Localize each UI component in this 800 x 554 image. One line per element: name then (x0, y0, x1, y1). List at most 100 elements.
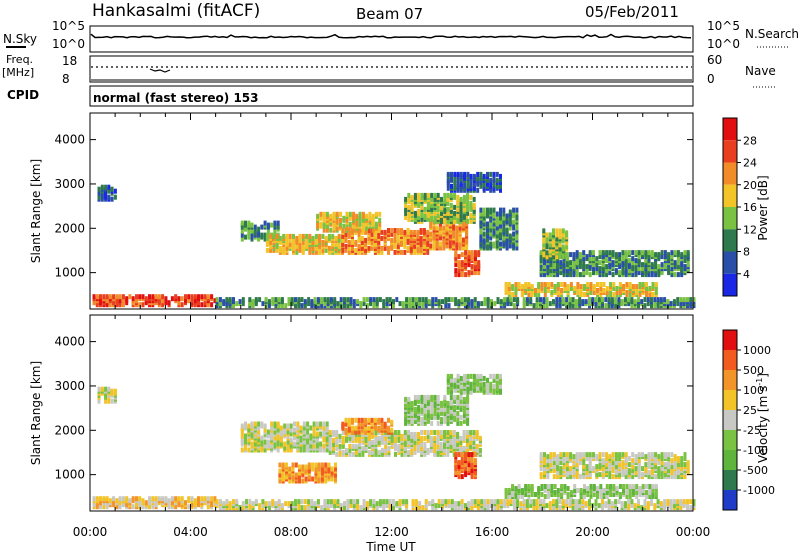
echo-cell (560, 288, 564, 293)
echo-cell (479, 233, 483, 239)
echo-cell (305, 233, 309, 239)
echo-cell (322, 211, 326, 217)
echo-cell (657, 466, 661, 472)
freq-blip (149, 68, 171, 73)
echo-cell (275, 247, 279, 253)
echo-cell (476, 171, 480, 177)
echo-cell (367, 449, 371, 455)
echo-cell (382, 303, 386, 309)
echo-cell (411, 499, 415, 505)
echo-cell (203, 496, 207, 502)
echo-cell (144, 500, 148, 506)
echo-cell (348, 211, 352, 217)
echo-cell (670, 452, 674, 458)
echo-cell (357, 417, 361, 423)
echo-cell (555, 301, 559, 307)
echo-cell (378, 225, 382, 231)
echo-cell (367, 235, 371, 241)
echo-cell (456, 410, 460, 416)
echo-cell (527, 282, 531, 287)
echo-cell (673, 272, 677, 278)
echo-cell (341, 241, 345, 247)
echo-cell (174, 496, 178, 502)
echo-cell (335, 451, 339, 457)
echo-cell (273, 421, 277, 427)
echo-cell (383, 421, 387, 427)
echo-cell (452, 231, 456, 237)
echo-cell (433, 192, 437, 198)
echo-cell (180, 496, 184, 502)
echo-cell (426, 249, 430, 255)
echo-cell (365, 213, 369, 219)
echo-cell (378, 499, 382, 505)
echo-cell (266, 429, 270, 435)
echo-cell (460, 503, 464, 509)
echo-cell (358, 227, 362, 233)
echo-cell (424, 503, 428, 509)
echo-cell (414, 301, 418, 307)
echo-cell (347, 417, 351, 423)
echo-cell (601, 458, 605, 464)
echo-cell (486, 233, 489, 239)
echo-cell (605, 290, 609, 295)
echo-cell (113, 188, 117, 194)
echo-cell (344, 427, 348, 433)
echo-cell (197, 294, 200, 300)
cpid-value: normal (fast stereo) 153 (93, 91, 259, 105)
echo-cell (562, 262, 566, 268)
echo-cell (532, 499, 536, 505)
echo-cell (316, 297, 320, 303)
echo-cell (400, 239, 403, 245)
echo-cell (473, 250, 477, 256)
echo-cell (646, 501, 650, 507)
echo-cell (328, 430, 332, 435)
echo-cell (472, 430, 476, 435)
echo-cell (421, 505, 425, 511)
echo-cell (624, 468, 628, 474)
echo-cell (303, 499, 307, 505)
echo-cell (413, 431, 417, 437)
echo-cell (362, 297, 366, 303)
echo-cell (605, 452, 609, 458)
echo-cell (446, 447, 450, 453)
echo-cell (278, 462, 282, 468)
echo-cell (177, 300, 181, 306)
echo-cell (446, 171, 450, 177)
echo-cell (251, 501, 255, 507)
echo-cell (583, 292, 586, 297)
echo-cell (429, 231, 433, 237)
echo-cell (443, 414, 447, 420)
echo-cell (457, 460, 461, 466)
echo-cell (302, 425, 306, 431)
echo-cell (260, 421, 264, 427)
echo-cell (250, 232, 254, 238)
echo-cell (492, 241, 496, 247)
echo-cell (556, 474, 560, 480)
echo-cell (486, 237, 489, 243)
echo-cell (269, 233, 273, 239)
echo-cell (309, 425, 313, 431)
echo-cell (102, 504, 106, 510)
echo-cell (406, 228, 410, 233)
echo-cell (469, 439, 473, 445)
echo-cell (154, 496, 158, 502)
echo-cell (138, 496, 142, 502)
echo-cell (285, 462, 288, 468)
echo-cell (598, 472, 602, 478)
echo-cell (298, 241, 302, 247)
echo-cell (417, 192, 421, 198)
echo-cell (612, 484, 616, 489)
echo-cell (431, 301, 435, 307)
echo-cell (502, 215, 506, 221)
echo-cell (375, 297, 379, 303)
echo-cell (235, 499, 239, 505)
echo-cell (637, 266, 641, 272)
echo-cell (285, 233, 289, 239)
echo-cell (429, 435, 433, 441)
echo-cell (486, 503, 490, 509)
echo-cell (240, 236, 244, 242)
colorbar-tick-label: 4 (743, 268, 750, 281)
echo-cell (607, 503, 611, 509)
echo-cell (413, 394, 417, 400)
echo-cell (667, 464, 671, 470)
